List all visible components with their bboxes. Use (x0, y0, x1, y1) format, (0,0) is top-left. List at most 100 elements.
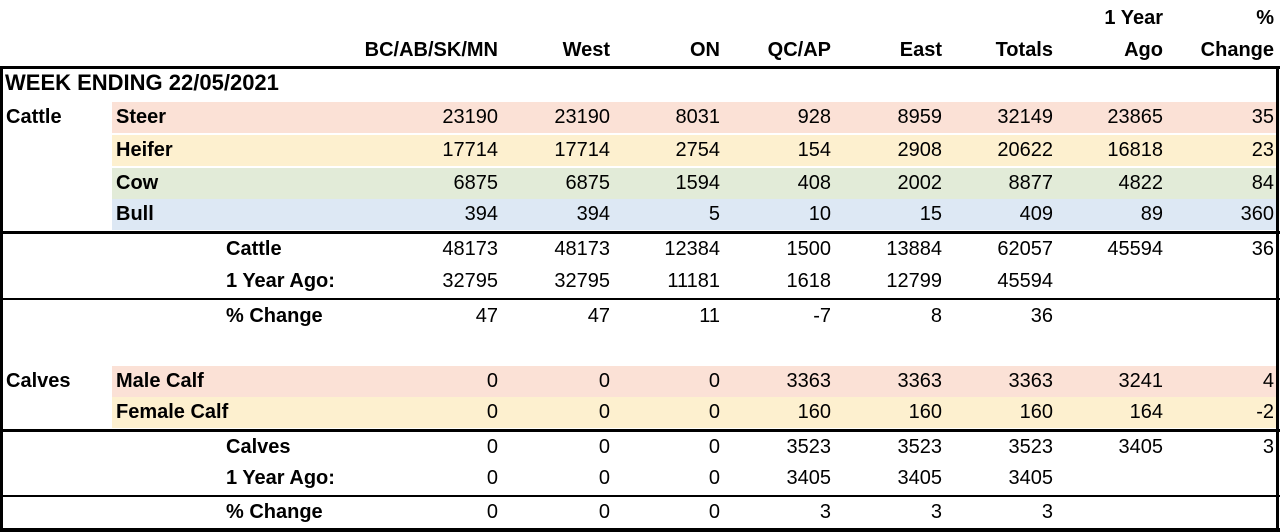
cell-value: 3363 (786, 370, 832, 392)
cell-value: 154 (797, 139, 831, 161)
cell-value: 0 (598, 401, 610, 423)
cell-value: 3363 (897, 370, 943, 392)
column-header: BC/AB/SK/MN (364, 39, 498, 61)
cell-value: 0 (486, 370, 498, 392)
cell-value: 164 (1129, 401, 1163, 423)
cell-value: 5 (708, 203, 720, 225)
cell-value: 360 (1240, 203, 1274, 225)
cell-value: 13884 (886, 238, 942, 260)
cell-value: 2908 (897, 139, 943, 161)
cell-value: 35 (1251, 106, 1274, 128)
cell-value: 32795 (554, 270, 610, 292)
cell-value: 3405 (1118, 436, 1164, 458)
cell-value: 8 (930, 305, 942, 327)
cell-value: 4822 (1118, 172, 1164, 194)
row-label: Cow (116, 172, 159, 194)
row-label: % Change (226, 305, 323, 327)
cell-value: 928 (797, 106, 831, 128)
cell-value: 84 (1251, 172, 1274, 194)
row-fill (112, 199, 1276, 230)
cell-value: 62057 (997, 238, 1053, 260)
cell-value: -7 (813, 305, 831, 327)
cell-value: 394 (576, 203, 610, 225)
cell-value: 3 (1262, 436, 1274, 458)
row-fill (112, 135, 1276, 166)
rule (0, 429, 1280, 432)
cell-value: 16818 (1107, 139, 1163, 161)
cell-value: -2 (1256, 401, 1274, 423)
cell-value: 0 (708, 467, 720, 489)
cell-value: 11181 (667, 270, 720, 292)
cell-value: 23865 (1107, 106, 1163, 128)
cell-value: 36 (1030, 305, 1053, 327)
column-header: West (562, 39, 610, 61)
rule (0, 495, 1280, 497)
cell-value: 0 (708, 370, 720, 392)
cell-value: 89 (1140, 203, 1163, 225)
cell-value: 0 (598, 501, 610, 523)
rule (0, 66, 1280, 69)
cell-value: 36 (1251, 238, 1274, 260)
cell-value: 1500 (786, 238, 832, 260)
cell-value: 0 (598, 370, 610, 392)
row-fill (112, 168, 1276, 199)
cell-value: 2754 (675, 139, 721, 161)
cell-value: 20622 (997, 139, 1053, 161)
row-label: Male Calf (116, 370, 204, 392)
row-label: % Change (226, 501, 323, 523)
cell-value: 23190 (442, 106, 498, 128)
cell-value: 0 (598, 436, 610, 458)
cell-value: 394 (464, 203, 498, 225)
row-label: Heifer (116, 139, 173, 161)
cell-value: 0 (486, 401, 498, 423)
row-label: Steer (116, 106, 167, 128)
cell-value: 3 (1041, 501, 1053, 523)
row-label: 1 Year Ago: (226, 467, 335, 489)
cell-value: 4 (1262, 370, 1274, 392)
cell-value: 0 (708, 501, 720, 523)
cell-value: 17714 (554, 139, 610, 161)
cell-value: 3405 (786, 467, 832, 489)
cell-value: 3 (930, 501, 942, 523)
cell-value: 12384 (664, 238, 720, 260)
cell-value: 23190 (554, 106, 610, 128)
row-fill (112, 102, 1276, 133)
row-fill (112, 366, 1276, 397)
cell-value: 0 (708, 436, 720, 458)
row-label: Cattle (226, 238, 282, 260)
cell-value: 1594 (675, 172, 721, 194)
row-label: Female Calf (116, 401, 229, 423)
column-header: % (1256, 7, 1274, 29)
cell-value: 0 (486, 467, 498, 489)
column-header: QC/AP (767, 39, 831, 61)
column-header: 1 Year (1104, 7, 1163, 29)
rule (0, 298, 1280, 300)
cell-value: 6875 (565, 172, 611, 194)
cell-value: 17714 (442, 139, 498, 161)
cell-value: 0 (486, 436, 498, 458)
cell-value: 6875 (453, 172, 499, 194)
cell-value: 45594 (1107, 238, 1163, 260)
cell-value: 45594 (997, 270, 1053, 292)
cell-value: 3523 (897, 436, 943, 458)
column-header: Change (1200, 39, 1274, 61)
cell-value: 23 (1251, 139, 1274, 161)
cell-value: 409 (1019, 203, 1053, 225)
cell-value: 3523 (786, 436, 832, 458)
cell-value: 160 (908, 401, 942, 423)
cell-value: 10 (808, 203, 831, 225)
cell-value: 48173 (442, 238, 498, 260)
cell-value: 160 (1019, 401, 1053, 423)
cell-value: 0 (708, 401, 720, 423)
cell-value: 32149 (997, 106, 1053, 128)
cell-value: 47 (475, 305, 498, 327)
rule (0, 231, 1280, 234)
rule (0, 528, 1280, 532)
column-header: Ago (1124, 39, 1163, 61)
cell-value: 3405 (1008, 467, 1054, 489)
cell-value: 8959 (897, 106, 943, 128)
cell-value: 47 (587, 305, 610, 327)
cell-value: 3 (819, 501, 831, 523)
cell-value: 48173 (554, 238, 610, 260)
